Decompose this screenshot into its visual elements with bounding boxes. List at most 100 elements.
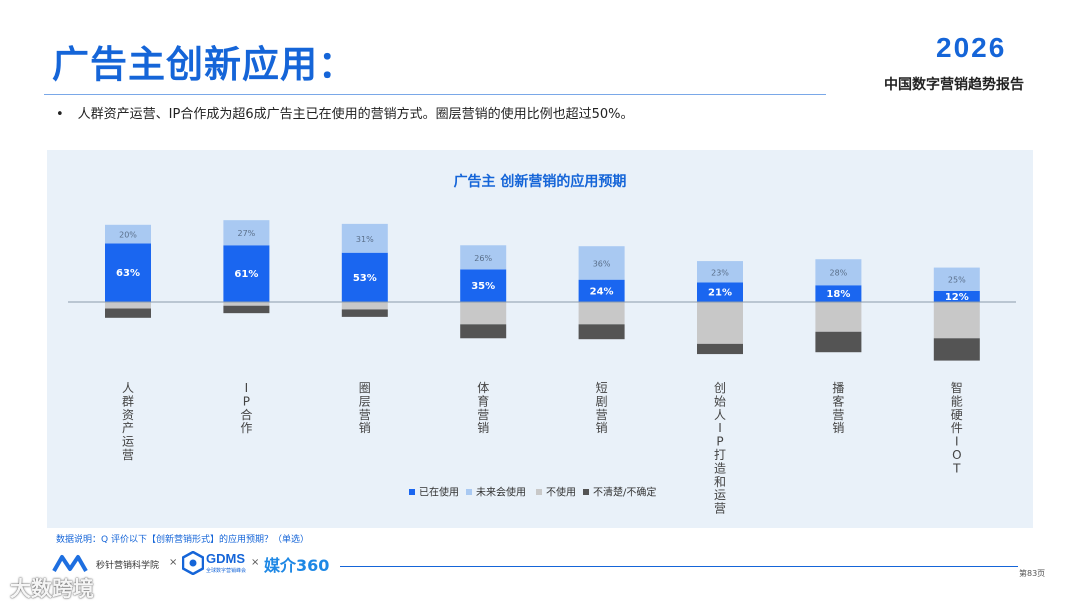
category-label-char-6-1: 客 bbox=[832, 393, 844, 408]
summary-bullet: • 人群资产运营、IP合作成为超6成广告主已在使用的营销方式。圈层营销的使用比例也… bbox=[56, 103, 634, 122]
bar-0-0 bbox=[105, 243, 151, 302]
title-divider bbox=[44, 94, 826, 95]
legend-label-2: 不使用 bbox=[546, 486, 576, 499]
category-label-char-5-7: 和 bbox=[714, 475, 726, 489]
bar-2-7 bbox=[933, 302, 980, 339]
category-label-char-7-4: I bbox=[955, 435, 959, 449]
bar-1-7 bbox=[933, 267, 980, 291]
category-label-char-7-5: O bbox=[952, 448, 961, 462]
bar-3-1 bbox=[223, 305, 270, 314]
legend-label-3: 不清楚/不确定 bbox=[593, 486, 656, 499]
category-label-char-2-0: 圈 bbox=[359, 381, 371, 395]
category-label-char-5-3: I bbox=[718, 421, 722, 435]
bar-2-2 bbox=[341, 302, 388, 310]
bar-3-7 bbox=[933, 338, 980, 361]
category-label-char-0-5: 营 bbox=[122, 448, 134, 462]
category-label-char-4-3: 销 bbox=[596, 421, 608, 435]
gdms-logo-text: GDMS bbox=[206, 551, 245, 566]
data-label-1-3: 26% bbox=[474, 254, 492, 263]
data-note: 数据说明：Q 评价以下【创新营销形式】的应用预期？（单选） bbox=[56, 535, 309, 545]
category-label-char-6-2: 营 bbox=[832, 408, 844, 422]
category-label-char-6-3: 销 bbox=[832, 421, 844, 435]
bar-1-3 bbox=[460, 245, 507, 270]
bar-2-0 bbox=[105, 302, 151, 309]
category-label-char-4-0: 短 bbox=[596, 381, 608, 395]
page-title: 广告主创新应用： bbox=[52, 43, 356, 86]
data-label-0-1: 61% bbox=[234, 269, 258, 280]
page-number: 第83页 bbox=[1019, 569, 1046, 578]
category-label-char-5-9: 营 bbox=[714, 502, 726, 516]
footer-divider bbox=[340, 566, 1018, 567]
category-label-char-7-2: 硬 bbox=[951, 408, 963, 422]
category-label-char-2-3: 销 bbox=[359, 421, 371, 435]
bar-2-4 bbox=[578, 302, 625, 325]
bar-3-4 bbox=[578, 324, 625, 340]
bar-3-0 bbox=[105, 308, 151, 318]
category-label-char-0-2: 资 bbox=[122, 408, 134, 422]
category-label-char-5-1: 始 bbox=[714, 394, 726, 408]
bar-1-5 bbox=[697, 261, 743, 283]
legend-label-1: 未来会使用 bbox=[476, 486, 526, 499]
watermark: 大数跨境 bbox=[10, 577, 94, 601]
gdms-logo-icon bbox=[182, 551, 204, 575]
gdms-logo-subtext: 全球数字营销峰会 bbox=[206, 568, 247, 574]
data-label-0-7: 12% bbox=[945, 292, 969, 303]
data-label-1-1: 27% bbox=[238, 229, 256, 238]
bar-1-2 bbox=[341, 223, 388, 253]
category-label-char-2-1: 层 bbox=[359, 394, 371, 408]
category-label-char-0-0: 人 bbox=[122, 381, 134, 395]
data-label-1-2: 31% bbox=[356, 235, 374, 244]
data-label-0-4: 24% bbox=[590, 286, 614, 297]
category-label-char-1-2: 合 bbox=[240, 407, 252, 422]
legend-label-0: 已在使用 bbox=[419, 486, 459, 499]
category-label-char-3-0: 体 bbox=[477, 381, 489, 395]
category-label-char-1-0: I bbox=[245, 381, 249, 395]
bar-0-6 bbox=[815, 285, 862, 302]
data-label-0-5: 21% bbox=[708, 288, 732, 299]
category-label-char-5-4: P bbox=[716, 435, 723, 449]
category-label-char-1-1: P bbox=[243, 394, 250, 408]
category-label-char-5-0: 创 bbox=[714, 381, 726, 395]
data-label-0-0: 63% bbox=[116, 268, 140, 279]
category-label-char-2-2: 营 bbox=[359, 408, 371, 422]
legend-swatch-1 bbox=[466, 489, 472, 495]
data-label-0-2: 53% bbox=[353, 273, 377, 284]
bar-2-5 bbox=[697, 302, 743, 344]
bar-0-7 bbox=[933, 290, 980, 302]
bar-0-2 bbox=[341, 252, 388, 302]
bar-2-1 bbox=[223, 302, 270, 306]
category-label-char-0-3: 产 bbox=[122, 421, 134, 435]
chart-title: 广告主 创新营销的应用预期 bbox=[453, 174, 627, 190]
summary-text: 人群资产运营、IP合作成为超6成广告主已在使用的营销方式。圈层营销的使用比例也超… bbox=[77, 107, 634, 122]
category-label-char-7-1: 能 bbox=[951, 394, 963, 408]
bar-2-3 bbox=[460, 302, 507, 325]
brand-report-title: 中国数字营销趋势报告 bbox=[884, 77, 1024, 93]
bar-3-3 bbox=[460, 324, 507, 339]
bar-1-6 bbox=[815, 259, 862, 286]
meijie360-logo: 媒介360 bbox=[264, 556, 330, 575]
bar-2-6 bbox=[815, 302, 862, 332]
bar-3-6 bbox=[815, 331, 862, 353]
chart-panel bbox=[47, 150, 1033, 528]
times-sign: × bbox=[169, 557, 178, 568]
category-label-char-3-2: 营 bbox=[477, 408, 489, 422]
brand-year: 2026 bbox=[936, 32, 1007, 63]
data-label-1-0: 20% bbox=[119, 231, 137, 240]
bar-1-0 bbox=[105, 224, 151, 244]
legend-swatch-2 bbox=[536, 489, 542, 495]
category-label-char-5-8: 运 bbox=[714, 488, 726, 502]
category-label-char-1-3: 作 bbox=[240, 421, 252, 435]
category-label-char-3-3: 销 bbox=[477, 421, 489, 435]
category-label-char-0-1: 群 bbox=[122, 394, 134, 408]
category-label-char-5-6: 造 bbox=[714, 461, 726, 475]
bar-0-5 bbox=[697, 282, 743, 302]
category-label-char-0-4: 运 bbox=[122, 435, 134, 449]
data-label-0-3: 35% bbox=[471, 281, 495, 292]
legend-swatch-0 bbox=[409, 489, 415, 495]
legend-swatch-3 bbox=[583, 489, 589, 495]
miaozhen-logo-icon bbox=[52, 555, 88, 572]
bar-3-2 bbox=[341, 309, 388, 317]
category-label-char-7-3: 件 bbox=[951, 421, 963, 435]
bullet-dot: • bbox=[56, 107, 64, 122]
